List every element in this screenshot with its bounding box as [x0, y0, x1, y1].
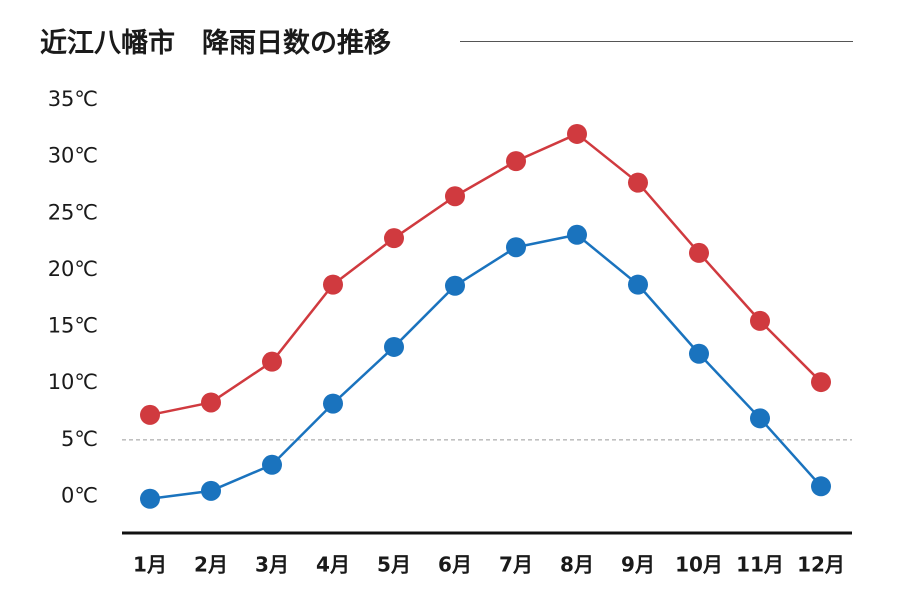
series-line [149, 132, 822, 417]
y-tick-label: 30℃ [48, 144, 98, 168]
data-point [201, 392, 221, 413]
x-tick-label: 11月 [736, 553, 784, 577]
title-rule [460, 41, 853, 42]
series-2 [140, 224, 831, 509]
y-tick-label: 25℃ [48, 200, 98, 224]
x-tick-labels: 1月 2月 3月 4月 5月 6月 7月 8月 9月 10月 11月 12月 [133, 553, 845, 577]
data-point [628, 172, 648, 193]
data-point [323, 393, 343, 414]
data-point [140, 404, 160, 425]
x-tick-label: 10月 [675, 553, 723, 577]
x-tick-label: 1月 [133, 553, 167, 577]
data-point [140, 488, 160, 509]
data-point [750, 408, 770, 429]
data-point [262, 454, 282, 475]
y-tick-label: 20℃ [48, 257, 98, 281]
y-tick-labels: 0℃ 5℃ 10℃ 15℃ 20℃ 25℃ 30℃ 35℃ [48, 87, 98, 508]
x-tick-label: 5月 [377, 553, 411, 577]
x-tick-label: 4月 [316, 553, 350, 577]
y-tick-label: 5℃ [61, 427, 98, 451]
data-point [811, 476, 831, 497]
series-layer [140, 123, 831, 509]
data-point [384, 336, 404, 357]
data-point [567, 224, 587, 245]
data-point [750, 310, 770, 331]
x-tick-label: 2月 [194, 553, 228, 577]
chart-title: 近江八幡市 降雨日数の推移 [40, 26, 401, 62]
x-tick-label: 7月 [499, 553, 533, 577]
series-1 [140, 123, 831, 425]
x-tick-label: 12月 [797, 553, 845, 577]
y-tick-label: 35℃ [48, 87, 98, 111]
data-point [262, 351, 282, 372]
y-tick-label: 10℃ [48, 370, 98, 394]
data-point [689, 343, 709, 364]
data-point [384, 228, 404, 249]
data-point [506, 237, 526, 258]
x-tick-label: 3月 [255, 553, 289, 577]
data-point [628, 274, 648, 295]
x-tick-label: 6月 [438, 553, 472, 577]
x-tick-label: 9月 [621, 553, 655, 577]
x-tick-label: 8月 [560, 553, 594, 577]
data-point [567, 123, 587, 144]
data-point [445, 275, 465, 296]
data-point [445, 186, 465, 207]
data-point [506, 151, 526, 172]
y-tick-label: 0℃ [61, 484, 98, 508]
data-point [201, 480, 221, 501]
data-point [811, 372, 831, 393]
data-point [323, 274, 343, 295]
series-line [149, 233, 822, 501]
y-tick-label: 15℃ [48, 314, 98, 338]
data-point [689, 242, 709, 263]
